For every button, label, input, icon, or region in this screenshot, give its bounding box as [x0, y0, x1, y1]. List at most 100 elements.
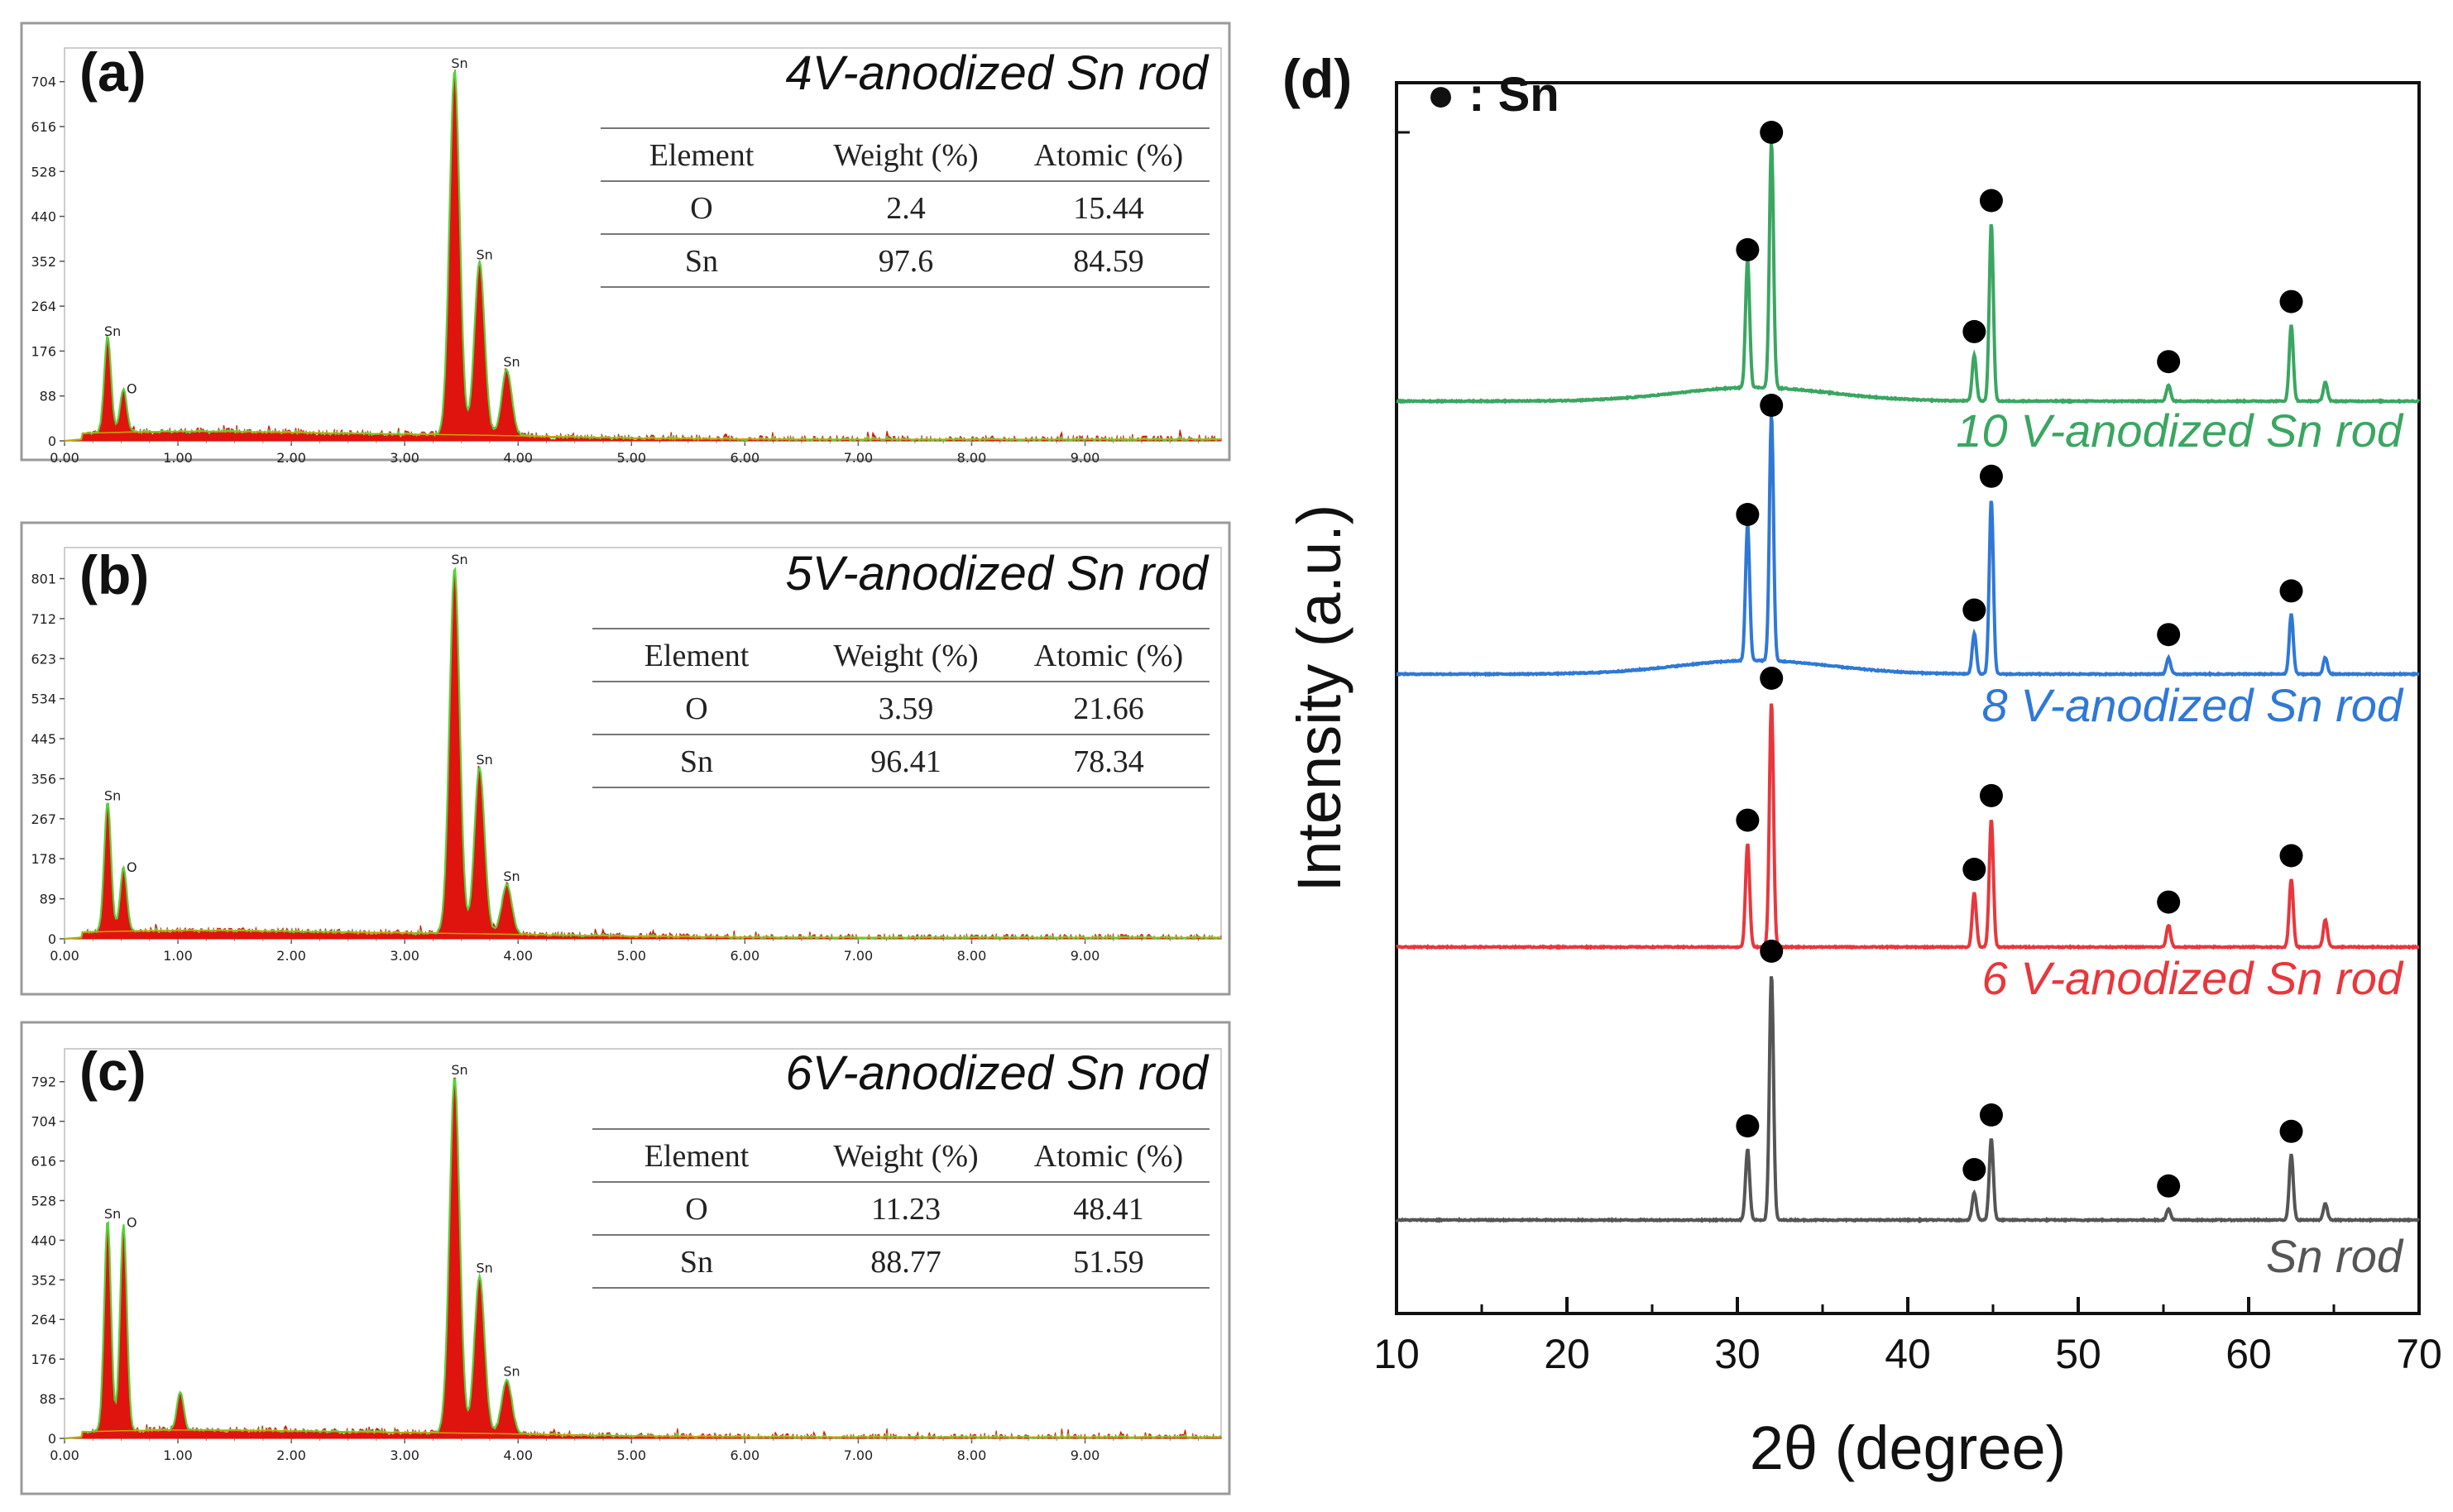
- sn-peak-marker: [2157, 1174, 2181, 1198]
- x-tick-label: 4.00: [503, 450, 533, 466]
- sn-peak-marker: [1962, 598, 1986, 622]
- eds-panel-b: 0 89 178 267 356 445 534 623 712 801 0.00 1.00 2.00 3…: [20, 521, 1231, 996]
- table-header: Atomic (%): [1034, 1139, 1183, 1174]
- panel-frame: [20, 1021, 1231, 1495]
- x-tick-label: 3.00: [390, 948, 419, 964]
- peak-label: Sn: [104, 323, 121, 339]
- table-cell: 3.59: [879, 691, 934, 726]
- panel-label: (c): [79, 1041, 146, 1102]
- x-tick-label: 3.00: [390, 450, 419, 466]
- table-header: Atomic (%): [1034, 138, 1183, 173]
- x-tick-label: 2.00: [276, 948, 306, 964]
- y-tick-label: 356: [31, 771, 56, 787]
- x-tick-label: 50: [2055, 1331, 2101, 1377]
- x-tick-label: 9.00: [1071, 1447, 1100, 1463]
- panel-label: (b): [79, 544, 149, 605]
- y-tick-label: 264: [31, 299, 56, 314]
- sn-peak-marker: [1979, 464, 2003, 488]
- y-tick-label: 178: [31, 851, 56, 867]
- y-tick-label: 616: [31, 1154, 56, 1170]
- table-header: Weight (%): [833, 639, 978, 673]
- legend-label: ● : Sn: [1426, 68, 1559, 122]
- x-tick-label: 2.00: [276, 450, 306, 466]
- peak-label: Sn: [451, 1062, 467, 1078]
- peak-label: Sn: [104, 1206, 121, 1222]
- x-tick-label: 9.00: [1071, 450, 1100, 466]
- y-tick-label: 352: [31, 254, 56, 270]
- peak-label: Sn: [476, 246, 492, 262]
- table-header: Weight (%): [833, 1139, 978, 1174]
- table-cell: 88.77: [870, 1245, 941, 1280]
- sn-peak-marker: [1979, 1103, 2003, 1127]
- sn-peak-marker: [1760, 667, 1784, 690]
- sn-peak-marker: [1736, 808, 1760, 832]
- sn-peak-marker: [2279, 579, 2303, 603]
- panel-title: 5V-anodized Sn rod: [785, 547, 1209, 600]
- sn-peak-marker: [2279, 1119, 2303, 1143]
- table-cell: 11.23: [871, 1192, 941, 1227]
- background-line: [64, 1429, 1221, 1439]
- y-axis-title: Intensity (a.u.): [1285, 505, 1353, 892]
- table-header: Weight (%): [833, 138, 978, 173]
- x-tick-label: 0.00: [50, 1447, 79, 1463]
- peak-label: Sn: [503, 354, 520, 370]
- series-label: 10 V-anodized Sn rod: [1956, 404, 2403, 457]
- sn-peak-marker: [2157, 890, 2181, 914]
- table-header: Element: [644, 1139, 750, 1174]
- x-tick-label: 1.00: [163, 1447, 193, 1463]
- peak-label: Sn: [503, 1364, 520, 1380]
- x-tick-label: 70: [2396, 1331, 2442, 1377]
- x-tick-label: 1.00: [163, 948, 193, 964]
- x-tick-label: 8.00: [957, 1447, 987, 1463]
- x-tick-label: 9.00: [1071, 948, 1100, 964]
- table-cell: 15.44: [1073, 191, 1144, 226]
- y-tick-label: 623: [31, 651, 56, 667]
- x-tick-label: 7.00: [844, 450, 874, 466]
- x-tick-label: 5.00: [616, 450, 646, 466]
- x-tick-label: 60: [2225, 1331, 2272, 1377]
- eds-panel-c: 0 88 176 264 352 440 528 616 704 792 0.00 1.00 2.00 3…: [20, 1021, 1231, 1495]
- sn-peak-marker: [1736, 1114, 1760, 1138]
- x-tick-label: 3.00: [390, 1447, 419, 1463]
- table-cell: 97.6: [879, 244, 934, 279]
- eds-panel-a: 0 88 176 264 352 440 528 616 704 0.00 1.00 2.00 3.00…: [20, 22, 1231, 466]
- y-tick-label: 801: [31, 572, 56, 587]
- sn-peak-marker: [1979, 189, 2003, 213]
- x-tick-label: 5.00: [616, 948, 646, 964]
- x-tick-label: 10: [1373, 1331, 1420, 1377]
- y-tick-label: 712: [31, 611, 56, 627]
- table-cell: 2.4: [886, 191, 926, 226]
- table-cell: 96.41: [870, 744, 941, 779]
- x-tick-label: 30: [1714, 1331, 1761, 1377]
- y-tick-label: 440: [31, 209, 56, 225]
- peak-label: Sn: [476, 752, 492, 768]
- x-tick-label: 5.00: [616, 1447, 646, 1463]
- y-tick-label: 528: [31, 1193, 56, 1208]
- y-tick-label: 534: [31, 691, 56, 707]
- panel-frame: [20, 22, 1231, 462]
- y-tick-label: 267: [31, 811, 56, 827]
- sn-peak-marker: [2279, 289, 2303, 313]
- sn-peak-marker: [2279, 844, 2303, 868]
- y-tick-label: 445: [31, 731, 56, 747]
- panel-label: (d): [1282, 48, 1352, 109]
- table-cell: O: [685, 1192, 707, 1227]
- panel-title: 4V-anodized Sn rod: [785, 46, 1209, 100]
- panel-frame: [20, 521, 1231, 996]
- sn-peak-marker: [1736, 503, 1760, 526]
- series-line: [1396, 143, 2421, 404]
- table-header: Element: [649, 138, 755, 173]
- panel-label: (a): [79, 41, 146, 103]
- peak-label: Sn: [104, 787, 121, 803]
- series-label: Sn rod: [2266, 1230, 2404, 1282]
- table-cell: 84.59: [1073, 244, 1144, 279]
- table-cell: 51.59: [1073, 1245, 1144, 1280]
- sn-peak-marker: [1760, 940, 1784, 963]
- x-tick-label: 7.00: [844, 948, 874, 964]
- peak-label: O: [127, 1215, 137, 1231]
- series-label: 6 V-anodized Sn rod: [1982, 952, 2404, 1004]
- sn-peak-marker: [1962, 858, 1986, 881]
- sn-peak-marker: [1979, 783, 2003, 807]
- table-cell: O: [690, 191, 712, 226]
